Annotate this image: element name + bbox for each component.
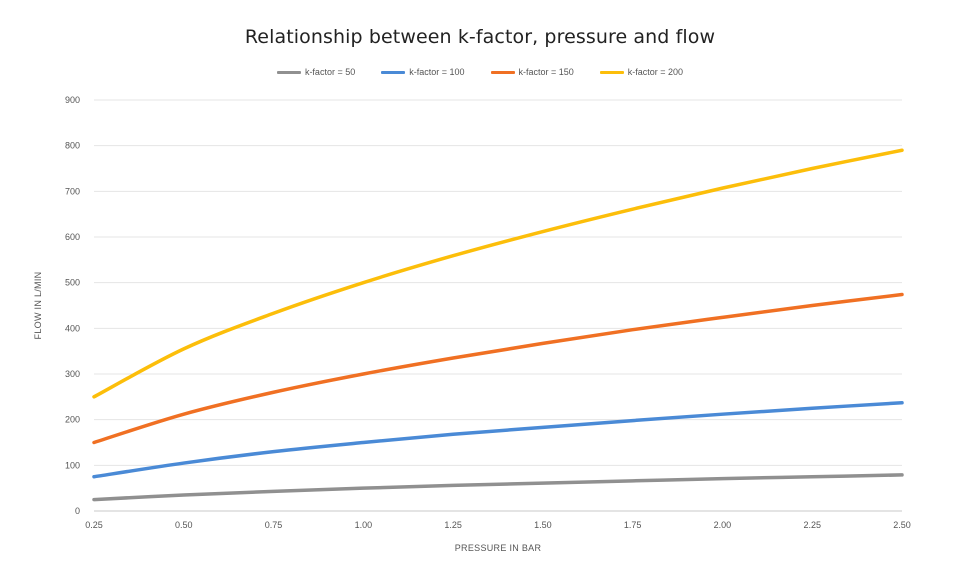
legend-item-k100: k-factor = 100 xyxy=(381,67,465,77)
y-tick-label: 700 xyxy=(65,186,80,196)
legend-item-k200: k-factor = 200 xyxy=(599,67,684,77)
legend-label: k-factor = 100 xyxy=(409,67,465,77)
legend-swatch xyxy=(490,70,515,74)
series-line-1 xyxy=(92,401,904,479)
legend-swatch xyxy=(599,70,624,74)
legend-item-k150: k-factor = 150 xyxy=(490,67,574,77)
y-axis-title: FLOW IN L/MIN xyxy=(33,272,43,340)
x-tick-label: 2.25 xyxy=(803,520,821,530)
y-tick-label: 900 xyxy=(65,95,80,105)
legend-swatch xyxy=(381,70,406,74)
series-line-0 xyxy=(92,473,904,502)
y-tick-label: 0 xyxy=(75,506,80,516)
y-tick-label: 800 xyxy=(65,141,80,151)
y-tick-label: 400 xyxy=(65,323,80,333)
legend-item-k50: k-factor = 50 xyxy=(276,67,356,77)
y-tick-label: 300 xyxy=(65,369,80,379)
legend-label: k-factor = 200 xyxy=(627,67,684,77)
x-tick-label: 0.25 xyxy=(85,520,103,530)
x-tick-label: 1.50 xyxy=(534,520,552,530)
series-line-2 xyxy=(92,292,904,445)
legend-label: k-factor = 150 xyxy=(518,67,574,77)
y-tick-label: 500 xyxy=(65,278,80,288)
legend-swatch xyxy=(276,70,301,74)
y-tick-label: 200 xyxy=(65,415,80,425)
x-tick-label: 1.75 xyxy=(624,520,642,530)
x-tick-label: 0.50 xyxy=(175,520,193,530)
x-tick-label: 1.25 xyxy=(444,520,462,530)
y-tick-label: 600 xyxy=(65,232,80,242)
x-tick-label: 1.00 xyxy=(355,520,373,530)
y-tick-label: 100 xyxy=(65,460,80,470)
x-tick-label: 0.75 xyxy=(265,520,283,530)
x-tick-label: 2.00 xyxy=(714,520,732,530)
x-axis-title: PRESSURE IN BAR xyxy=(455,543,542,553)
legend-label: k-factor = 50 xyxy=(304,67,356,77)
series-line-3 xyxy=(92,148,904,399)
legend: k-factor = 50 k-factor = 100 k-factor = … xyxy=(0,67,960,77)
x-tick-label: 2.50 xyxy=(893,520,911,530)
chart-title: Relationship between k-factor, pressure … xyxy=(244,26,716,48)
